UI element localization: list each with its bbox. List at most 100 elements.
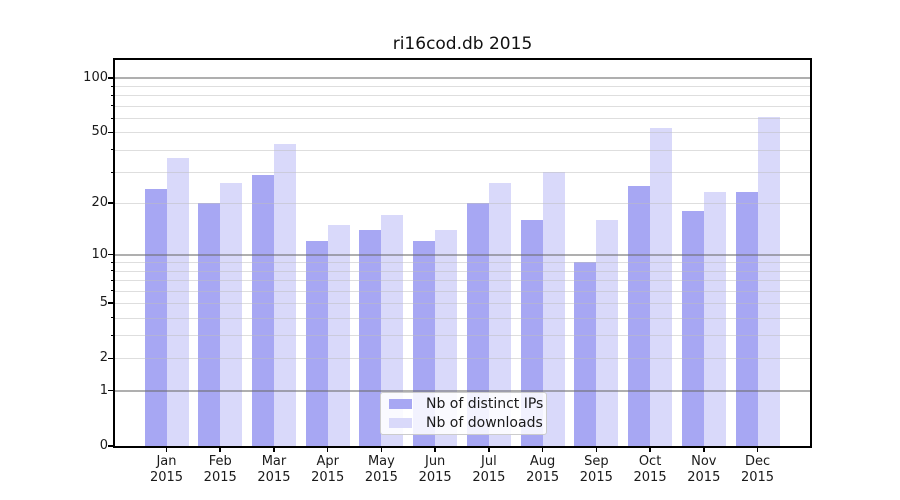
legend-label-distinct-ips: Nb of distinct IPs (426, 396, 544, 412)
bar-nb-of-distinct-ips-oct (628, 186, 651, 446)
major-gridline-10 (115, 254, 810, 256)
x-tick-label-mar: Mar 2015 (257, 454, 291, 485)
y-minor-tick-mark (111, 317, 115, 319)
bar-nb-of-distinct-ips-aug (520, 219, 543, 446)
minor-gridline-60 (115, 118, 810, 120)
x-tick-label-feb: Feb 2015 (203, 454, 237, 485)
x-tick-label-oct: Oct 2015 (633, 454, 667, 485)
x-tick-mark (165, 446, 168, 452)
x-tick-label-nov: Nov 2015 (687, 454, 721, 485)
y-tick-label-0: 0 (99, 438, 108, 453)
x-tick-mark (541, 446, 544, 452)
y-minor-tick-mark (111, 94, 115, 96)
x-tick-mark (219, 446, 221, 452)
y-minor-tick-mark (111, 131, 115, 133)
y-tick-label-100: 100 (83, 69, 108, 85)
y-tick-label-1: 1 (99, 382, 108, 398)
bar-nb-of-downloads-nov (703, 192, 726, 446)
x-tick-mark (326, 446, 329, 452)
x-tick-label-sep: Sep 2015 (579, 454, 613, 485)
minor-gridline-40 (115, 149, 810, 151)
y-minor-tick-mark (111, 302, 115, 304)
y-minor-tick-mark (111, 171, 115, 173)
bar-nb-of-downloads-aug (542, 172, 565, 446)
bar-nb-of-downloads-feb (220, 183, 243, 446)
bar-nb-of-distinct-ips-jan (144, 189, 167, 446)
bar-nb-of-distinct-ips-mar (251, 174, 274, 446)
bar-nb-of-distinct-ips-dec (735, 192, 758, 446)
bar-nb-of-distinct-ips-jul (466, 203, 489, 446)
minor-gridline-80 (115, 95, 810, 97)
bar-nb-of-downloads-jan (166, 157, 189, 446)
x-tick-mark (649, 446, 651, 452)
x-tick-mark (488, 446, 490, 452)
x-tick-label-dec: Dec 2015 (740, 454, 775, 485)
legend-item-distinct-ips: Nb of distinct IPs (387, 396, 544, 412)
x-tick-label-jun: Jun 2015 (418, 454, 452, 485)
legend-swatch-downloads-icon (389, 418, 412, 428)
y-minor-tick-mark (111, 270, 115, 272)
minor-gridline-20 (115, 203, 810, 205)
x-tick-mark (380, 446, 383, 452)
legend-item-downloads: Nb of downloads (387, 415, 543, 431)
x-tick-label-jan: Jan 2015 (149, 454, 184, 485)
minor-gridline-30 (115, 172, 810, 174)
y-tick-mark (108, 253, 115, 256)
x-tick-mark (434, 446, 436, 452)
major-gridline-1 (115, 390, 810, 392)
y-minor-tick-mark (111, 261, 115, 263)
bar-nb-of-downloads-dec (757, 116, 780, 446)
minor-gridline-9 (115, 262, 810, 264)
y-minor-tick-mark (111, 202, 115, 204)
bar-nb-of-downloads-mar (273, 144, 296, 446)
y-minor-tick-mark (111, 85, 115, 87)
x-tick-label-apr: Apr 2015 (311, 454, 345, 485)
x-tick-label-aug: Aug 2015 (526, 454, 560, 485)
y-tick-label-50: 50 (91, 124, 108, 140)
y-tick-label-5: 5 (99, 295, 108, 311)
minor-gridline-6 (115, 290, 810, 292)
x-tick-mark (595, 446, 598, 452)
x-tick-mark (273, 446, 275, 452)
minor-gridline-7 (115, 280, 810, 282)
bar-nb-of-distinct-ips-nov (681, 211, 704, 446)
y-tick-mark (108, 389, 115, 392)
y-tick-mark (108, 77, 115, 79)
y-tick-label-10: 10 (91, 246, 108, 262)
y-tick-mark (108, 445, 115, 447)
x-tick-mark (703, 446, 705, 452)
x-tick-label-jul: Jul 2015 (472, 454, 506, 485)
y-tick-label-20: 20 (91, 195, 108, 211)
y-minor-tick-mark (111, 334, 115, 336)
y-minor-tick-mark (111, 357, 115, 359)
minor-gridline-70 (115, 105, 810, 107)
y-minor-tick-mark (111, 149, 115, 151)
minor-gridline-2 (115, 358, 810, 360)
minor-gridline-5 (115, 303, 810, 305)
y-tick-label-2: 2 (99, 350, 108, 366)
y-minor-tick-mark (111, 117, 115, 119)
bar-nb-of-downloads-oct (650, 127, 673, 446)
minor-gridline-4 (115, 317, 810, 319)
bar-nb-of-downloads-jul (488, 183, 511, 446)
minor-gridline-50 (115, 132, 810, 134)
y-minor-tick-mark (111, 290, 115, 292)
minor-gridline-3 (115, 335, 810, 337)
bar-nb-of-distinct-ips-feb (198, 203, 221, 446)
bar-nb-of-downloads-may (381, 215, 404, 446)
legend-label-downloads: Nb of downloads (426, 415, 543, 431)
major-gridline-100 (115, 77, 810, 80)
legend: Nb of distinct IPs Nb of downloads (380, 392, 547, 435)
legend-swatch-distinct-ips-icon (389, 399, 412, 409)
x-tick-label-may: May 2015 (364, 454, 398, 485)
chart-title: ri16cod.db 2015 (392, 34, 533, 54)
x-tick-mark (756, 446, 759, 452)
minor-gridline-90 (115, 86, 810, 88)
y-minor-tick-mark (111, 279, 115, 281)
y-minor-tick-mark (111, 105, 115, 107)
bar-nb-of-downloads-sep (596, 219, 619, 446)
bar-nb-of-distinct-ips-sep (574, 262, 597, 446)
minor-gridline-8 (115, 270, 810, 272)
bar-nb-of-distinct-ips-apr (305, 241, 328, 446)
